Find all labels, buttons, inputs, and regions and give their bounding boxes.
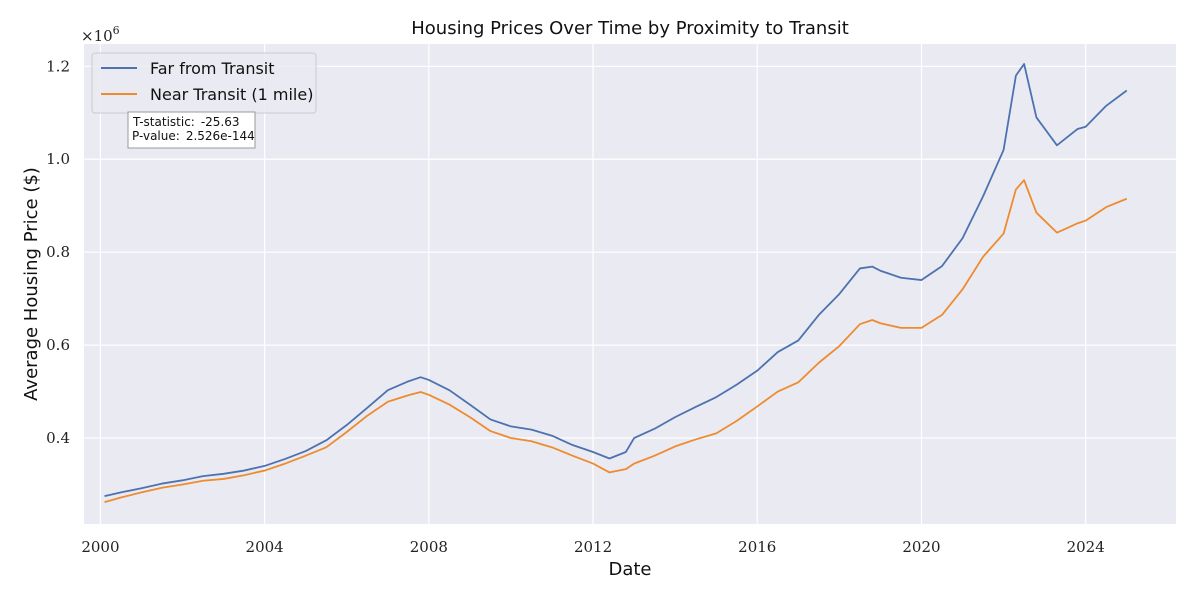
p-value-label: P-value: [132,129,180,143]
p-value-value: 2.526e-144 [186,129,255,143]
x-tick-label: 2008 [410,538,448,556]
x-tick-label: 2020 [902,538,940,556]
x-tick-label: 2024 [1067,538,1105,556]
legend-label-far: Far from Transit [150,59,275,78]
t-statistic-value: -25.63 [201,115,240,129]
y-tick-label: 1.2 [46,57,70,75]
y-tick-labels: 0.4 0.6 0.8 1.0 1.2 [46,57,70,447]
x-tick-label: 2012 [574,538,612,556]
x-tick-label: 2016 [738,538,776,556]
x-tick-label: 2000 [81,538,119,556]
series-lines [104,63,1128,504]
y-tick-label: 0.4 [46,429,70,447]
stats-box [127,111,256,149]
t-statistic-label: T-statistic: [132,115,195,129]
y-axis-label: Average Housing Price ($) [21,167,42,401]
t-statistic-text: T-statistic: -25.63 [132,115,240,129]
legend: Far from Transit Near Transit (1 mile) [91,52,317,114]
chart-title: Housing Prices Over Time by Proximity to… [411,18,849,39]
y-offset-exponent: 6 [113,24,120,37]
x-tick-labels: 2000 2004 2008 2012 2016 2020 2024 [81,538,1104,556]
grid-lines [84,44,1176,524]
stats-annotation: T-statistic: -25.63 P-value: 2.526e-144 [127,111,256,149]
p-value-text: P-value: 2.526e-144 [132,129,255,143]
series-line-near-transit [104,179,1128,504]
y-tick-label: 0.6 [46,336,70,354]
y-offset-base: ×10 [81,27,113,45]
y-tick-label: 0.8 [46,243,70,261]
y-tick-label: 1.0 [46,150,70,168]
legend-label-near: Near Transit (1 mile) [150,85,313,104]
x-tick-label: 2004 [246,538,284,556]
y-offset-label: ×106 [81,24,120,45]
x-axis-label: Date [608,559,651,580]
series-line-far-from-transit [104,63,1128,497]
